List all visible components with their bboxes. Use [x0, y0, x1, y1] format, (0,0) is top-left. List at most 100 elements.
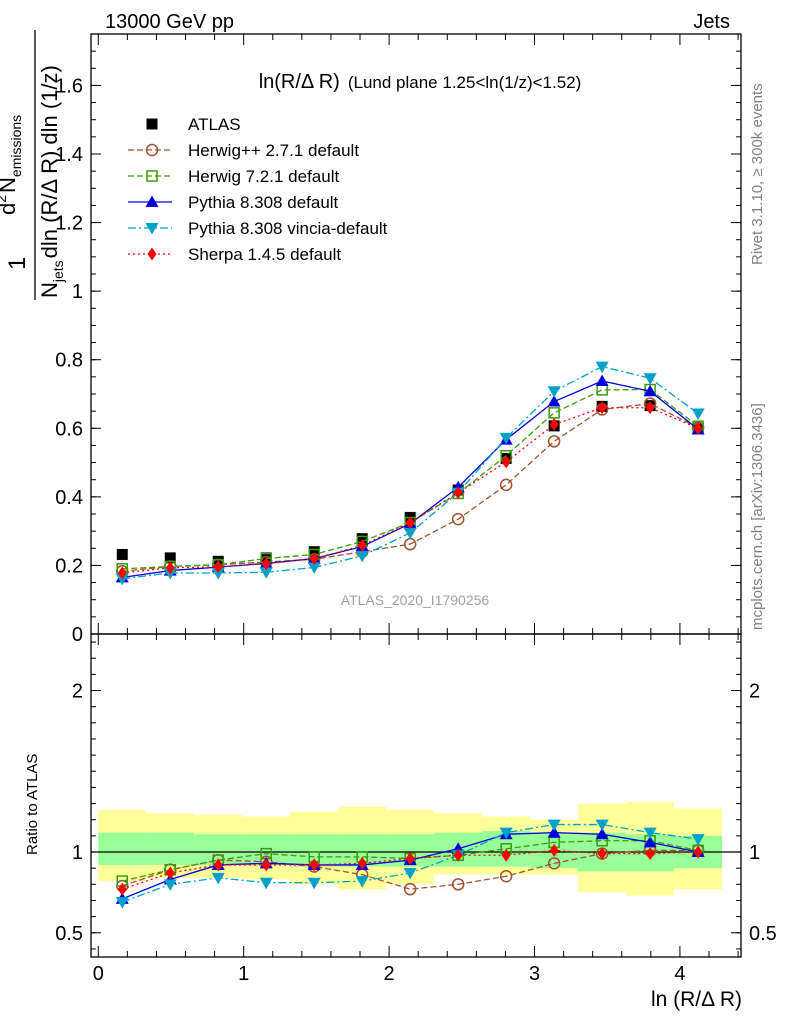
data-point [357, 539, 367, 553]
y-tick-label: 0.5 [55, 923, 83, 945]
ratio-y-axis-label: Ratio to ATLAS [24, 754, 41, 855]
title-sub: (Lund plane 1.25<ln(1/z)<1.52) [348, 73, 581, 92]
data-point [451, 512, 465, 526]
x-axis-label: ln (R/Δ R) [651, 988, 742, 1011]
y-label-one: 1 [4, 257, 31, 270]
legend-entry-herwig-2-7-1-default: Herwig++ 2.7.1 default [128, 141, 359, 160]
data-point [595, 374, 609, 386]
data-point [261, 557, 271, 571]
data-point [403, 868, 417, 880]
data-point [307, 562, 321, 574]
legend-marker [146, 170, 158, 182]
series-line [122, 380, 699, 579]
series-pythia-8-308-vincia-default [115, 361, 705, 586]
series-herwig-2-7-1-default [116, 397, 705, 578]
data-point [117, 882, 127, 896]
data-point [117, 566, 127, 580]
data-point [355, 876, 369, 888]
data-point [403, 527, 417, 540]
y-tick-label: 0.6 [55, 418, 83, 440]
data-point [547, 857, 561, 870]
data-point [213, 560, 223, 574]
data-point [693, 845, 703, 859]
data-point [163, 879, 177, 891]
legend-label: Pythia 8.308 default [188, 193, 339, 212]
legend-entry-sherpa-1-4-5-default: Sherpa 1.4.5 default [128, 245, 341, 264]
data-point [453, 486, 463, 500]
y-tick-label: 1 [72, 842, 83, 864]
y-label-numerator: d2Nemissions [0, 115, 24, 215]
legend-marker [145, 143, 159, 157]
data-point [451, 878, 465, 891]
beam-label: 13000 GeV pp [105, 11, 234, 33]
data-point [691, 834, 705, 846]
y-tick-label: 0.2 [55, 555, 83, 577]
main-panel: 0 0.2 0.4 0.6 0.8 1 1.2 1.4 1.6 [55, 33, 742, 646]
data-point [499, 432, 513, 445]
data-point [116, 548, 128, 560]
main-y-axis-label: 1 d2Nemissions Njetsdln (R/Δ R) dln (1/z… [0, 30, 66, 300]
data-point [453, 848, 463, 862]
category-label: Jets [693, 11, 730, 33]
inner-band-bin [146, 832, 195, 865]
data-point [501, 455, 511, 469]
data-point [211, 567, 225, 580]
data-point [548, 407, 560, 419]
data-point [259, 877, 273, 890]
data-point [259, 567, 273, 579]
y-tick-label: 1 [72, 281, 83, 303]
data-point [547, 826, 561, 838]
data-point [691, 408, 705, 421]
data-point [309, 552, 319, 566]
legend-marker [146, 118, 158, 130]
y-tick-label: 0.8 [55, 350, 83, 372]
data-point [597, 847, 607, 861]
legend-label: Pythia 8.308 vincia-default [188, 219, 388, 238]
data-point [261, 858, 271, 872]
data-point [643, 384, 657, 397]
legend-label: Herwig++ 2.7.1 default [188, 141, 359, 160]
x-tick-label: 4 [674, 963, 685, 985]
data-point [693, 421, 703, 435]
title-main: ln(R/Δ R) [259, 71, 340, 93]
series-line [122, 388, 699, 570]
data-point [595, 827, 609, 840]
y-tick-label-right: 1 [749, 842, 760, 864]
series-atlas [116, 400, 704, 567]
data-point [115, 897, 129, 909]
data-point [165, 561, 175, 575]
data-point [308, 546, 320, 558]
y-tick-label: 0.4 [55, 487, 83, 509]
y-label-denominator: Njetsdln (R/Δ R) dln (1/z) [37, 65, 66, 298]
legend-label: Herwig 7.2.1 default [188, 167, 339, 186]
y-tick-label: 0 [72, 624, 83, 646]
data-point [597, 401, 607, 415]
data-point [595, 361, 609, 374]
data-point [309, 858, 319, 872]
data-point [405, 851, 415, 865]
data-point [643, 373, 657, 385]
mcplots-label: mcplots.cern.ch [arXiv:1306.3436] [749, 403, 766, 630]
data-point [115, 573, 129, 586]
y-tick-label: 2 [72, 681, 83, 703]
series-line [122, 402, 699, 572]
series-sherpa-1-4-5-default [117, 401, 703, 580]
series-pythia-8-308-default [115, 374, 705, 583]
y-tick-label-right: 0.5 [749, 923, 777, 945]
data-point [549, 418, 559, 432]
panel-frame [90, 633, 742, 958]
data-point [356, 533, 368, 545]
data-point [595, 819, 609, 832]
data-point [547, 395, 561, 407]
series-herwig-7-2-1-default [116, 383, 704, 575]
data-point [307, 877, 321, 890]
data-point [643, 835, 657, 848]
y-tick-label: 1.2 [55, 213, 83, 235]
x-tick-label: 1 [238, 963, 249, 985]
series-line [122, 365, 699, 580]
data-point [211, 872, 225, 885]
data-point [405, 516, 415, 530]
series-line [122, 407, 699, 574]
legend-marker [147, 247, 157, 261]
